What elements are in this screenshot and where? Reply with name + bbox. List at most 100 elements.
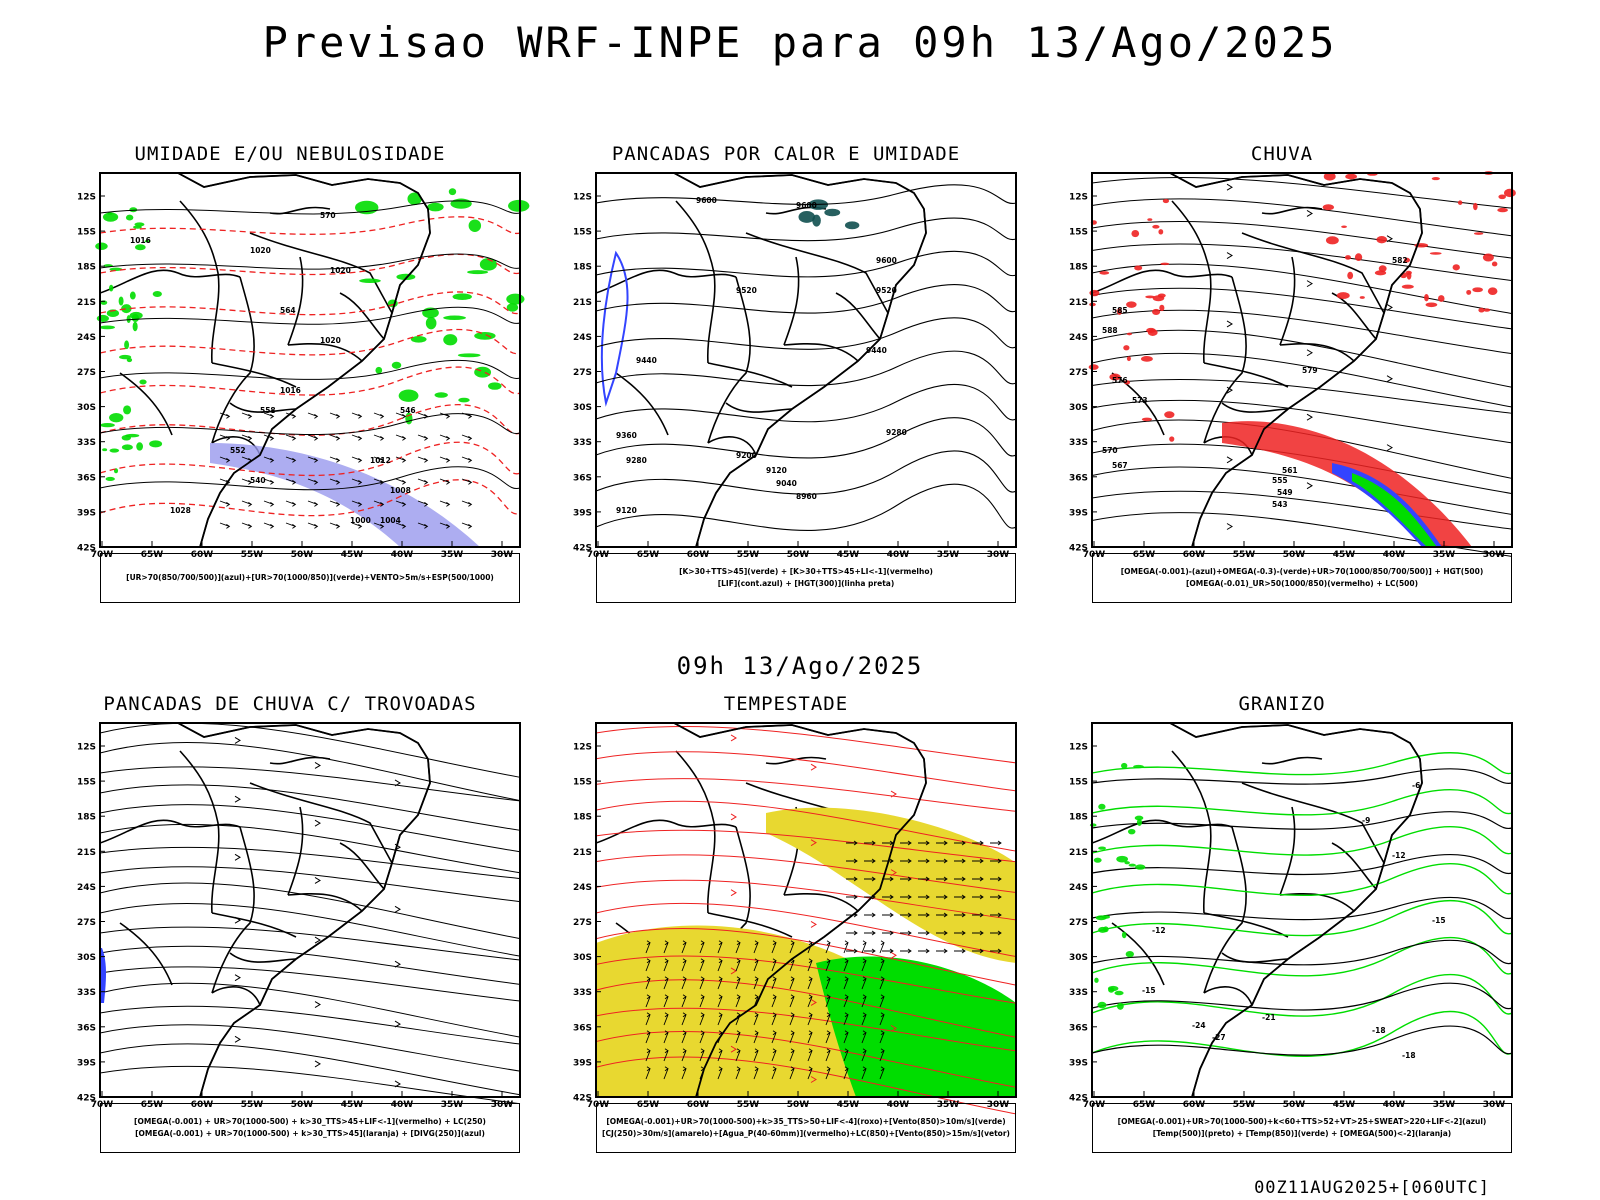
height-contour [595, 284, 1017, 314]
wind-vector [771, 994, 777, 1008]
streamline-arrow [314, 877, 321, 884]
precip-cell [1097, 1001, 1107, 1009]
thickness-contour [99, 404, 521, 436]
lon-tick-label: 40W [1383, 550, 1406, 560]
wind-vector [825, 1066, 831, 1080]
contour-label: 1020 [330, 266, 351, 275]
lon-tick-label: 60W [687, 550, 710, 560]
lif-contour [600, 250, 629, 407]
wind-vector [439, 478, 451, 485]
precip-cell [410, 335, 427, 343]
wind-vector [843, 1030, 849, 1044]
map-pancadas-calor: 9600 9600 9520 9520 9440 9440 9360 9280 9280 9200… [573, 172, 1017, 560]
wind-vector [807, 958, 813, 972]
wind-vector [681, 1066, 687, 1080]
wind-vector [285, 456, 297, 463]
precip-cell [1405, 270, 1412, 275]
coastline-overlay [595, 722, 927, 1098]
lon-tick-label: 65W [1133, 550, 1156, 560]
precip-cell [1093, 857, 1102, 863]
lat-tick-label: 27S [1069, 918, 1088, 928]
contour-label: 558 [260, 406, 276, 415]
lon-tick-label: 55W [241, 550, 264, 560]
contour-label: 561 [1282, 466, 1298, 475]
wind-vector [954, 948, 966, 954]
wind-vector [645, 1066, 651, 1080]
wind-vector [681, 1030, 687, 1044]
lon-tick-label: 35W [441, 1100, 464, 1110]
wind-vector [990, 840, 1002, 846]
precip-cell [96, 314, 109, 322]
precip-cell [134, 244, 146, 251]
temp500-contour [1091, 939, 1513, 966]
wind-vector [864, 876, 876, 882]
lat-tick-label: 36S [77, 1023, 96, 1033]
precip-cell [375, 366, 383, 374]
wind-vector [990, 894, 1002, 900]
contour-label: 576 [1112, 376, 1128, 385]
lat-tick-label: 30S [1069, 403, 1088, 413]
wind-vector [789, 1030, 795, 1044]
precip-cell [359, 278, 381, 284]
contour-label: -6 [1412, 781, 1420, 790]
precip-cell [1345, 173, 1357, 180]
wind-vector [879, 976, 885, 990]
lat-tick-label: 15S [77, 778, 96, 788]
country-border [675, 750, 716, 914]
precip-cell [129, 291, 136, 300]
lon-tick-label: 35W [441, 550, 464, 560]
streamline-arrow [1306, 210, 1313, 217]
wind-vector [861, 1030, 867, 1044]
lat-tick-label: 18S [1069, 263, 1088, 273]
lat-tick-label: 12S [77, 743, 96, 753]
precip-cell [474, 332, 496, 340]
panel-pancadas-calor: PANCADAS POR CALOR E UMIDADE 9600 9600 952… [546, 143, 1026, 613]
wind-vector [954, 840, 966, 846]
country-border [211, 912, 297, 938]
country-border [287, 256, 304, 346]
wind-vector [373, 500, 385, 507]
wind-vector [735, 1066, 741, 1080]
precip-cell [467, 270, 489, 275]
wind-vector [789, 1048, 795, 1062]
country-border [99, 269, 241, 294]
wind-vector [663, 940, 669, 954]
wind-vector [681, 1012, 687, 1026]
country-border [1241, 782, 1385, 864]
lat-tick-label: 33S [573, 438, 592, 448]
streamline [99, 784, 521, 831]
temp500-contour [1091, 768, 1513, 785]
wind-vector [663, 1066, 669, 1080]
streamline-arrow [314, 819, 321, 827]
wind-vector [219, 456, 231, 463]
precip-cell [121, 304, 132, 314]
humidity-band [210, 443, 480, 547]
wind-vector [717, 976, 723, 990]
precip-cell [107, 212, 113, 215]
wind-vector [735, 1030, 741, 1044]
lat-tick-label: 27S [573, 918, 592, 928]
streamline-arrow [314, 762, 321, 769]
streamline [99, 1024, 521, 1072]
precip-cell [124, 340, 130, 350]
lon-tick-label: 70W [91, 550, 114, 560]
streamline-arrow [1226, 252, 1233, 259]
wind-vector [219, 412, 231, 419]
wind-vector [753, 958, 759, 972]
wind-vector [329, 456, 341, 463]
precip-cell [1425, 302, 1438, 308]
panel-tempestade: TEMPESTADE 12S 15S 18S 21S 24S 27S 30S 33S 36S 39… [546, 693, 1026, 1163]
wind-vector [771, 940, 777, 954]
wind-vector [990, 948, 1002, 954]
streamline-arrow [730, 734, 737, 742]
streamline [1091, 220, 1513, 259]
streamline [1091, 176, 1513, 209]
forecast-time-label: 09h 13/Ago/2025 [676, 652, 924, 680]
wind-vector [900, 840, 912, 846]
precip-cell [95, 242, 108, 250]
lon-tick-label: 30W [1483, 1100, 1506, 1110]
lon-tick-label: 70W [1083, 550, 1106, 560]
country-border [1331, 842, 1377, 890]
thickness-contour [99, 329, 521, 356]
lon-tick-label: 45W [837, 550, 860, 560]
